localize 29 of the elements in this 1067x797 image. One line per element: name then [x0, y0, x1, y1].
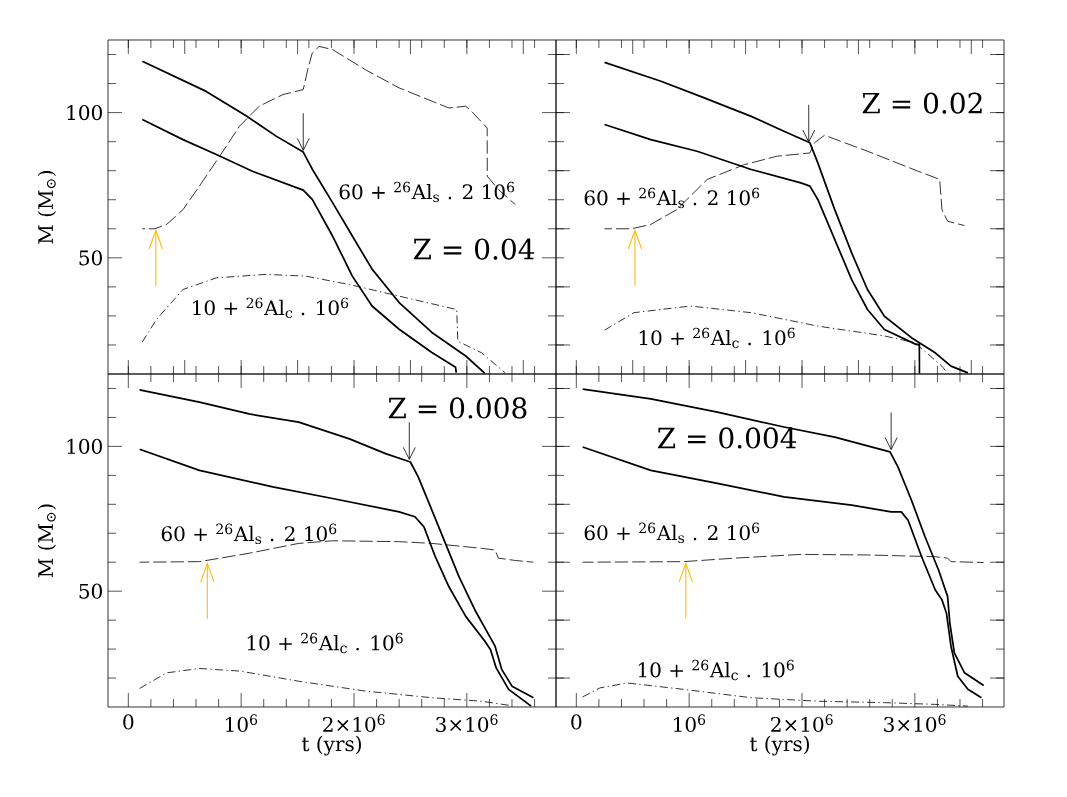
annotation: 10 + $^{26}$Al$_{c}$ . 10$^{6}$ [638, 659, 794, 681]
x-tick-label: 10$^{6}$ [226, 714, 258, 733]
y-axis-title: M (M$_{⊙}$) [37, 170, 56, 244]
x-tick-label: 2×10$^{6}$ [771, 714, 833, 733]
annotation: Z = 0.04 [413, 238, 535, 260]
annotation: 10 + $^{26}$Al$_{c}$ . 10$^{6}$ [639, 327, 795, 349]
annotation: 60 + $^{26}$Al$_{s}$ . 2 10$^{6}$ [584, 187, 760, 209]
x-axis-title: t (yrs) [302, 735, 361, 756]
annotation: 60 + $^{26}$Al$_{s}$ . 2 10$^{6}$ [339, 181, 515, 203]
x-tick-label: 10$^{6}$ [674, 714, 706, 733]
y-tick-label: 100 [67, 105, 102, 121]
x-tick-label: 0 [123, 714, 134, 730]
annotation: 60 + $^{26}$Al$_{s}$ . 2 10$^{6}$ [584, 522, 760, 544]
y-tick-label: 50 [79, 250, 102, 266]
annotation: 10 + $^{26}$Al$_{c}$ . 10$^{6}$ [193, 297, 349, 319]
annotation: Z = 0.004 [657, 427, 797, 449]
x-axis-title: t (yrs) [750, 735, 809, 756]
y-axis-title: M (M$_{⊙}$) [37, 504, 56, 578]
y-tick-label: 50 [79, 583, 102, 599]
annotation: 10 + $^{26}$Al$_{c}$ . 10$^{6}$ [247, 632, 403, 654]
annotation: 60 + $^{26}$Al$_{s}$ . 2 10$^{6}$ [161, 523, 337, 545]
annotation: Z = 0.02 [862, 92, 982, 114]
x-tick-label: 2×10$^{6}$ [323, 714, 385, 733]
y-tick-label: 100 [67, 438, 102, 454]
line-series [138, 389, 535, 699]
x-tick-label: 0 [571, 714, 582, 730]
x-tick-label: 3×10$^{6}$ [436, 714, 498, 733]
annotation: Z = 0.008 [388, 397, 527, 419]
x-tick-label: 3×10$^{6}$ [884, 714, 946, 733]
